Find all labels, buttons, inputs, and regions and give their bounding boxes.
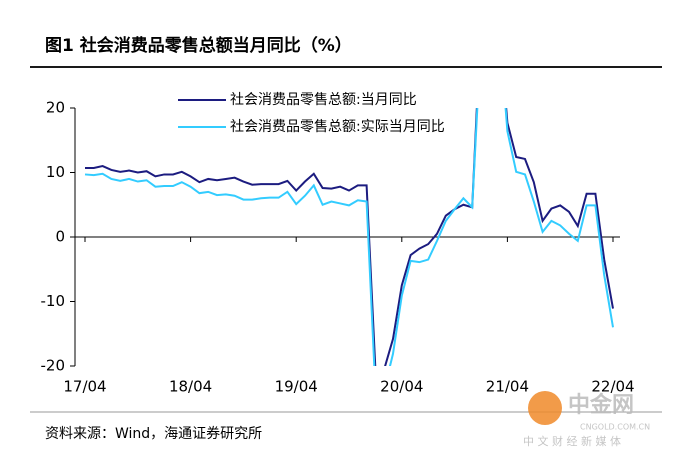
- series-line: [84, 108, 614, 366]
- y-tick-label: -10: [41, 292, 66, 310]
- y-tick-label: 10: [46, 163, 65, 181]
- y-tick-label: 0: [55, 228, 65, 246]
- x-tick-label: 19/04: [275, 378, 318, 396]
- series-line: [85, 108, 614, 366]
- legend-label: 社会消费品零售总额:实际当月同比: [230, 119, 445, 135]
- source: 资料来源：Wind，海通证券研究所: [45, 426, 262, 442]
- watermark-logo: [528, 391, 562, 425]
- chart-title: 图1 社会消费品零售总额当月同比（%）: [45, 35, 352, 56]
- x-tick-label: 18/04: [169, 378, 212, 396]
- watermark-slogan: 中 文 财 经 新 媒 体: [523, 434, 621, 448]
- watermark-site: CNGOLD.COM.CN: [580, 423, 650, 432]
- y-tick-label: 20: [46, 99, 65, 117]
- x-tick-label: 21/04: [486, 378, 529, 396]
- legend-label: 社会消费品零售总额:当月同比: [230, 92, 417, 108]
- x-tick-label: 22/04: [591, 378, 634, 396]
- watermark-brand: 中金网: [568, 392, 634, 418]
- x-tick-label: 20/04: [380, 378, 423, 396]
- series-clip: [84, 108, 614, 366]
- watermark: 中金网 CNGOLD.COM.CN 中 文 财 经 新 媒 体: [523, 391, 650, 448]
- series-clip: [85, 108, 614, 366]
- y-tick-label: -20: [41, 357, 66, 375]
- x-tick-label: 17/04: [63, 378, 106, 396]
